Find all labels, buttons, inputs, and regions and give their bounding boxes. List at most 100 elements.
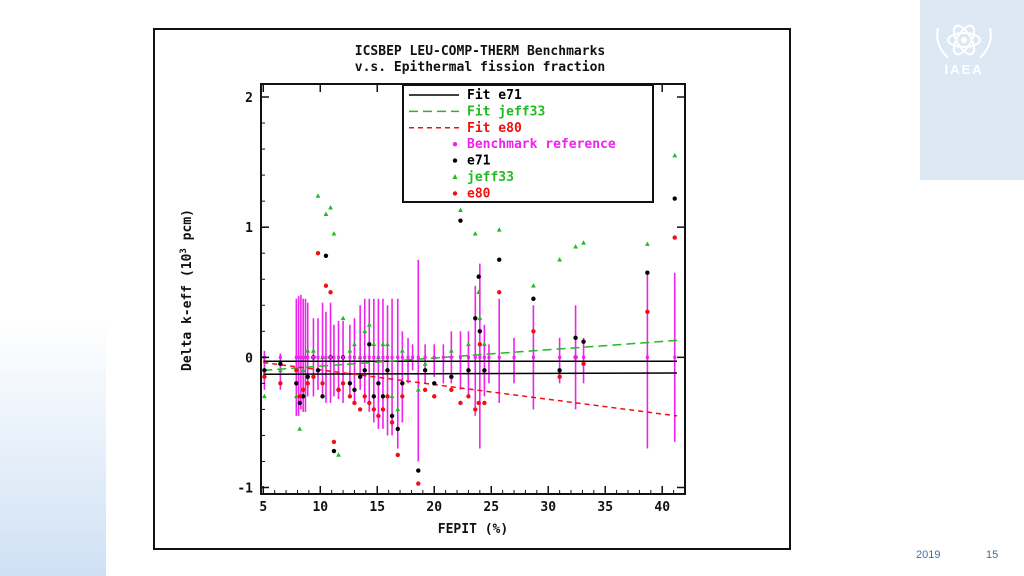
point-jeff33 [352, 341, 357, 347]
point-e71 [416, 468, 421, 473]
legend-label-bench: Benchmark reference [467, 137, 616, 152]
y-tick-label: -1 [237, 481, 253, 496]
point-benchmark [458, 355, 462, 359]
point-e80 [305, 381, 310, 386]
point-benchmark [303, 355, 307, 359]
point-e71 [672, 196, 677, 201]
chart: ICSBEP LEU-COMP-THERM Benchmarks v.s. Ep… [179, 44, 686, 537]
footer-year: 2019 [916, 549, 941, 561]
point-benchmark [574, 355, 578, 359]
point-e71 [367, 342, 372, 347]
point-e80 [395, 452, 400, 458]
point-e71 [432, 381, 437, 386]
point-benchmark [363, 355, 367, 359]
point-jeff33 [315, 193, 321, 198]
point-e80 [497, 290, 502, 295]
point-benchmark [531, 355, 535, 359]
point-e80 [477, 342, 483, 347]
legend-label-e71: e71 [467, 154, 491, 169]
legend-label-e80: e80 [467, 186, 491, 201]
point-benchmark [278, 355, 282, 359]
legend-label-jeff33: Fit jeff33 [467, 104, 545, 119]
point-jeff33 [415, 387, 421, 392]
point-e71 [385, 368, 390, 373]
point-benchmark [487, 355, 491, 359]
point-benchmark [645, 355, 649, 359]
point-jeff33 [336, 452, 341, 457]
point-e80 [367, 400, 372, 406]
point-benchmark [348, 355, 352, 359]
x-axis-label: FEPIT (%) [438, 522, 508, 537]
point-e80 [385, 394, 390, 399]
point-benchmark [337, 355, 341, 359]
point-benchmark [416, 355, 420, 359]
point-jeff33 [385, 341, 390, 347]
point-jeff33 [362, 328, 368, 334]
point-benchmark [473, 355, 477, 359]
iaea-atom-olive-icon [936, 24, 992, 59]
point-jeff33 [573, 244, 578, 249]
axis-ticks: 5 10 15 20 25 30 35 40 -1 0 1 2 [237, 84, 686, 515]
point-e71 [581, 339, 586, 344]
point-jeff33 [476, 289, 482, 295]
point-e71 [347, 381, 353, 386]
point-jeff33 [347, 348, 353, 353]
point-benchmark [441, 355, 445, 359]
point-e80 [466, 394, 471, 399]
point-jeff33 [331, 231, 337, 236]
point-e71 [422, 368, 428, 373]
point-benchmark [329, 355, 333, 359]
point-benchmark [466, 355, 470, 359]
y-axis-label-main: Delta k-eff (10 [180, 253, 195, 371]
point-jeff33 [262, 393, 267, 399]
point-benchmark [316, 355, 320, 359]
point-e80 [645, 309, 650, 314]
point-benchmark [512, 355, 516, 359]
point-e80 [328, 290, 333, 295]
point-e80 [380, 407, 386, 412]
point-e71 [497, 257, 502, 262]
point-e71 [376, 381, 381, 386]
legend-label-jeff33: jeff33 [467, 170, 514, 185]
point-jeff33 [395, 406, 401, 412]
point-benchmark [352, 355, 356, 359]
point-jeff33 [399, 348, 405, 353]
point-benchmark [390, 355, 394, 359]
point-e71 [645, 270, 650, 275]
point-e80 [315, 251, 321, 256]
point-jeff33 [422, 361, 428, 366]
point-e80 [672, 235, 677, 240]
point-jeff33 [366, 322, 372, 327]
point-jeff33 [458, 207, 463, 213]
point-benchmark [297, 355, 301, 359]
point-jeff33 [448, 348, 454, 353]
point-jeff33 [557, 257, 563, 262]
point-e80 [400, 394, 405, 399]
fit-lines [263, 339, 678, 417]
point-e71 [362, 368, 367, 373]
point-jeff33 [531, 283, 536, 288]
point-benchmark [311, 355, 315, 359]
legend-label-e71: Fit e71 [467, 88, 522, 103]
point-e71 [323, 253, 329, 259]
fit-line-e71 [263, 372, 678, 376]
point-benchmark [341, 355, 345, 359]
chart-title: ICSBEP LEU-COMP-THERM Benchmarks [355, 44, 605, 59]
point-benchmark [376, 355, 380, 359]
point-e71 [357, 374, 363, 380]
point-e80 [297, 394, 302, 399]
point-benchmark [386, 355, 390, 359]
point-benchmark [411, 355, 415, 359]
point-e71 [294, 381, 299, 386]
data-points [262, 152, 678, 486]
legend-box [402, 84, 654, 203]
point-e80 [300, 387, 306, 393]
point-e71 [297, 400, 302, 406]
point-jeff33 [293, 393, 299, 399]
point-jeff33 [496, 227, 502, 232]
legend-swatch-e71 [452, 158, 458, 163]
point-jeff33 [477, 315, 483, 321]
point-e80 [320, 381, 325, 386]
point-benchmark [478, 355, 482, 359]
